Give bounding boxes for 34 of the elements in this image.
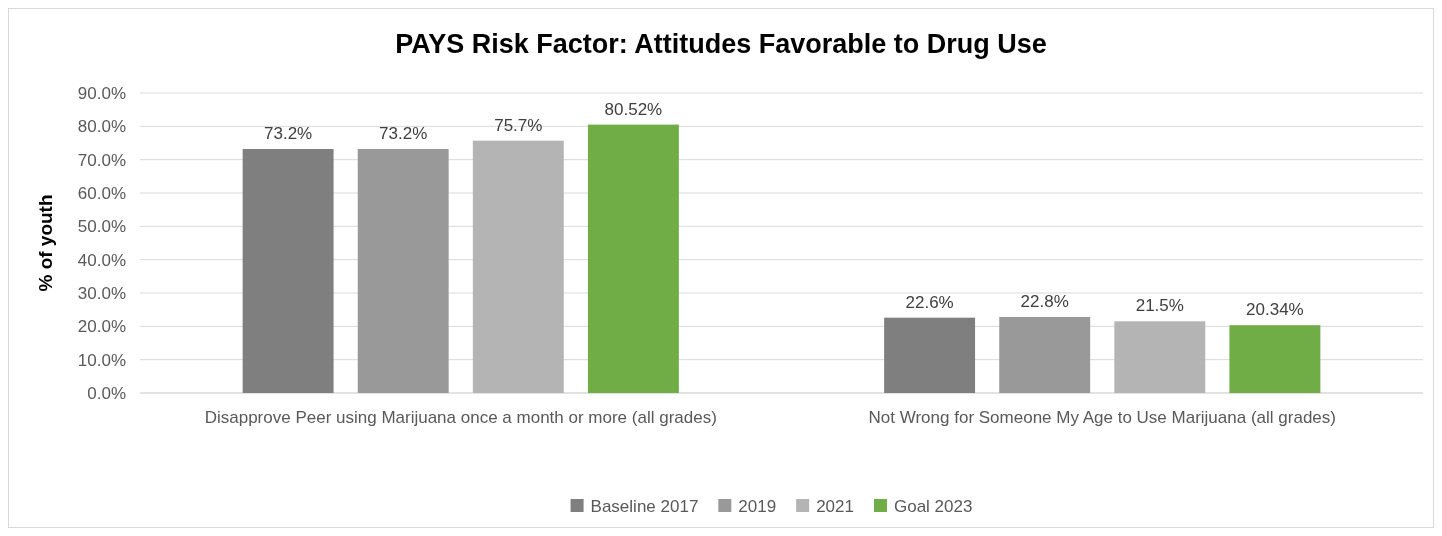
y-tick-label: 10.0% bbox=[77, 350, 126, 370]
data-label: 22.6% bbox=[905, 292, 954, 312]
y-tick-label: 50.0% bbox=[77, 217, 126, 237]
chart-title: PAYS Risk Factor: Attitudes Favorable to Drug Use bbox=[395, 29, 1047, 59]
data-label: 75.7% bbox=[494, 115, 543, 135]
legend-label: 2021 bbox=[816, 496, 854, 516]
data-label: 80.52% bbox=[604, 99, 663, 119]
bar bbox=[1114, 321, 1206, 393]
y-tick-label: 0.0% bbox=[87, 383, 126, 403]
y-tick-label: 40.0% bbox=[77, 250, 126, 270]
y-tick-label: 80.0% bbox=[77, 117, 126, 137]
legend-label: Goal 2023 bbox=[893, 496, 973, 516]
data-label: 21.5% bbox=[1135, 296, 1184, 316]
x-tick-label: Disapprove Peer using Marijuana once a month or more (all grades) bbox=[204, 408, 717, 427]
bar bbox=[884, 317, 976, 393]
x-tick-label: Not Wrong for Someone My Age to Use Marijuana (all grades) bbox=[868, 408, 1336, 427]
bar bbox=[587, 124, 679, 393]
y-tick-label: 60.0% bbox=[77, 183, 126, 203]
bar bbox=[472, 140, 564, 393]
bar bbox=[242, 149, 334, 393]
y-tick-label: 70.0% bbox=[77, 150, 126, 170]
bar bbox=[1229, 325, 1321, 393]
y-axis-title: % of youth bbox=[35, 194, 56, 292]
legend-label: 2019 bbox=[738, 496, 777, 516]
y-tick-label: 90.0% bbox=[77, 83, 126, 103]
data-label: 22.8% bbox=[1020, 292, 1069, 311]
data-label: 73.2% bbox=[379, 124, 428, 143]
bar bbox=[999, 317, 1091, 393]
data-label: 73.2% bbox=[264, 124, 313, 143]
y-tick-label: 30.0% bbox=[77, 283, 126, 303]
legend-label: Baseline 2017 bbox=[590, 496, 699, 516]
data-label: 20.34% bbox=[1246, 300, 1304, 320]
bar bbox=[357, 149, 449, 393]
y-tick-label: 20.0% bbox=[77, 317, 126, 337]
